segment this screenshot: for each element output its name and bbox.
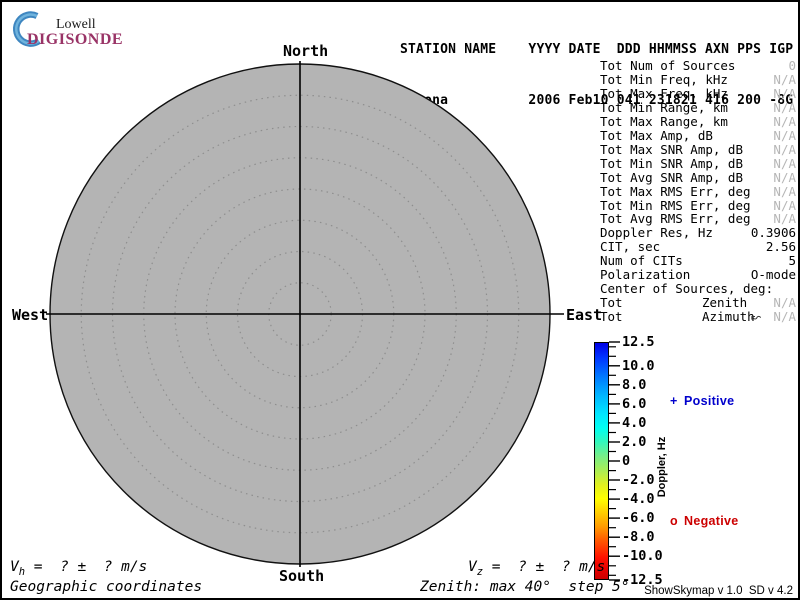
stat-row: Tot Max Range, km N/A [600,113,796,129]
colorbar-tick-label: -4.0 [622,491,655,507]
colorbar-tick-label: -8.0 [622,529,655,545]
colorbar-tick-label: 12.5 [622,334,655,350]
negative-doppler-legend: o Negative [670,514,739,528]
stat-row: Center of Sources, deg: [600,281,774,297]
colorbar-tick-label: 2.0 [622,434,647,450]
crescent-logo-icon [13,11,41,47]
colorbar-tick-label: 6.0 [622,396,647,412]
compass-north-label: North [283,42,329,60]
horizontal-velocity-readout: Vh = ? ± ? m/s [10,559,148,578]
compass-south-label: South [279,567,325,585]
stat-row: Tot Num of Sources 0 [600,58,796,73]
stat-row: Doppler Res, Hz 0.3906 [600,225,796,241]
lowell-digisonde-logo: Lowell DIGISONDE [10,8,140,50]
stat-row: Num of CITs 5 [600,253,796,269]
stat-row: Tot Min RMS Err, deg N/A [600,197,796,213]
logo-digisonde-text: DIGISONDE [27,31,124,48]
stat-row: CIT, sec 2.56 [600,239,796,255]
stat-row: Tot Max SNR Amp, dB N/A [600,141,796,157]
stat-row: Tot Zenith N/A [600,295,796,311]
colorbar-tick-label: 10.0 [622,358,655,374]
stat-row: Tot Max RMS Err, deg N/A [600,183,796,199]
stat-row: Tot Avg SNR Amp, dB N/A [600,169,796,185]
stat-row: Tot Max Amp, dB N/A [600,127,796,143]
stat-row: Tot Avg RMS Err, deg N/A [600,211,796,227]
stat-row: Tot Min Range, km N/A [600,99,796,115]
skymap-plot [46,61,564,567]
stat-row: Tot Azimuth ↜ N/A [600,309,796,325]
colorbar-tick-label: -6.0 [622,510,655,526]
colorbar-tick-label: -10.0 [622,548,663,564]
compass-west-label: West [12,306,49,324]
stat-row: Polarization O-mode [600,267,796,283]
coordinates-mode-label: Geographic coordinates [10,579,203,595]
circle-marker-icon: o [670,514,678,528]
colorbar-tick-label: -2.0 [622,472,655,488]
compass-east-label: East [566,306,603,324]
zenith-range-label: Zenith: max 40° step 5° [420,579,630,595]
station-header-labels: STATION NAME YYYY DATE DDD HHMMSS AXN PP… [400,42,794,57]
stat-row: Tot Max Freq, kHz N/A [600,85,796,101]
colorbar-tick-label: 0 [622,453,631,469]
logo-lowell-text: Lowell [56,17,96,32]
colorbar-tick-label: -12.5 [622,572,663,588]
positive-doppler-legend: + Positive [670,394,735,408]
mouse-cursor-icon: ↜ [751,310,762,325]
statistics-panel: Tot Num of Sources 0 Tot Min Freq, kHz N/A… [600,58,796,325]
app-version-label: ShowSkymap v 1.0 SD v 4.2 [644,585,793,597]
colorbar-tick-label: 8.0 [622,377,647,393]
vertical-velocity-readout: Vz = ? ± ? m/s [468,559,606,578]
stat-row: Tot Min Freq, kHz N/A [600,71,796,87]
doppler-colorbar [594,342,609,580]
colorbar-ticks [609,341,620,581]
colorbar-tick-label: 4.0 [622,415,647,431]
stat-row: Tot Min SNR Amp, dB N/A [600,155,796,171]
plus-marker-icon: + [670,394,678,408]
colorbar-axis-title: Doppler, Hz [656,436,668,498]
